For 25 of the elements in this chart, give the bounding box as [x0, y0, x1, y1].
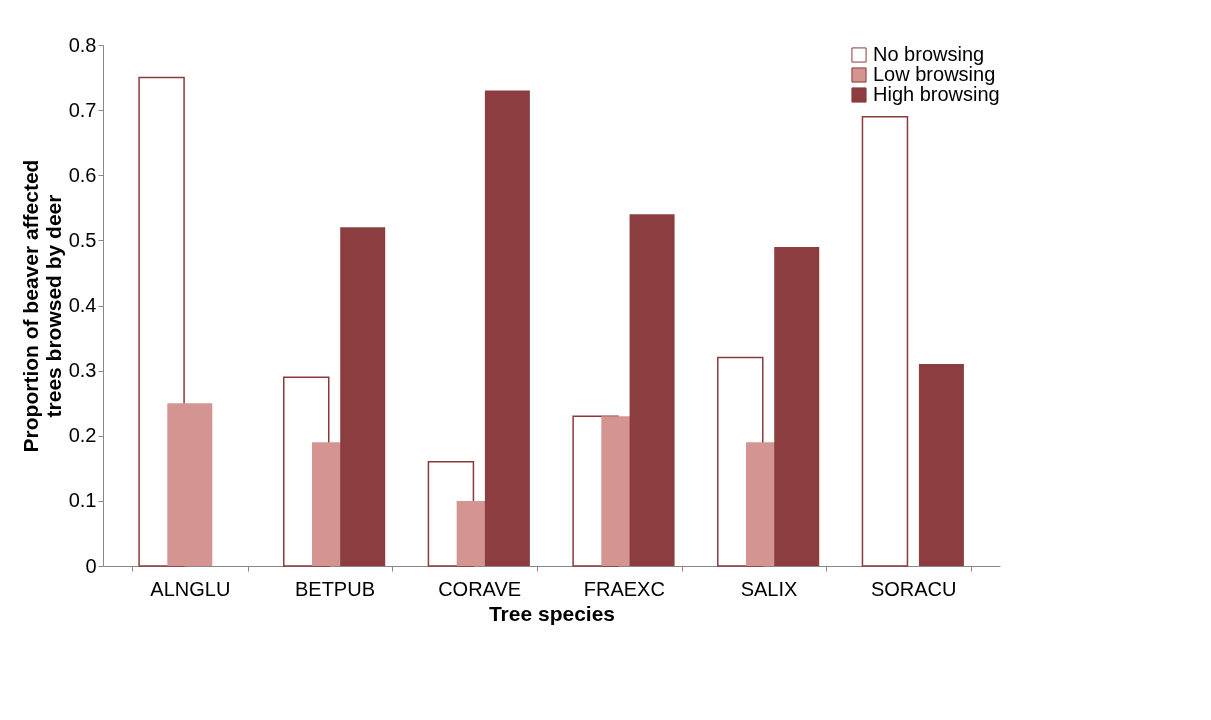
x-tick-label: FRAEXC [583, 577, 665, 600]
x-tick-label: SORACU [870, 577, 957, 600]
bar [629, 214, 675, 566]
x-tick-label: BETPUB [294, 577, 375, 600]
y-tick-label: 0.6 [68, 163, 97, 186]
x-axis-title: Tree species [488, 601, 616, 625]
legend-label: No browsing [873, 43, 985, 65]
x-tick-label: SALIX [740, 577, 798, 600]
y-axis-title: Proportion of beaver affected trees browsed by deer [18, 159, 65, 453]
y-tick-label: 0.7 [68, 98, 97, 121]
bar [861, 115, 909, 567]
bar [918, 364, 964, 566]
x-tick-label: ALNGLU [150, 577, 231, 600]
y-tick-label: 0.8 [68, 33, 97, 56]
bar [167, 403, 213, 566]
bar [340, 227, 386, 566]
y-tick-label: 0.5 [68, 228, 97, 251]
bar [484, 90, 530, 566]
y-tick-label: 0.3 [68, 359, 97, 382]
y-tick-label: 0.2 [68, 424, 97, 447]
x-tick-label: CORAVE [438, 577, 522, 600]
y-tick-label: 0 [85, 554, 97, 577]
bar [774, 246, 820, 566]
y-tick-label: 0.4 [68, 294, 97, 316]
y-tick-label: 0.1 [68, 489, 97, 512]
